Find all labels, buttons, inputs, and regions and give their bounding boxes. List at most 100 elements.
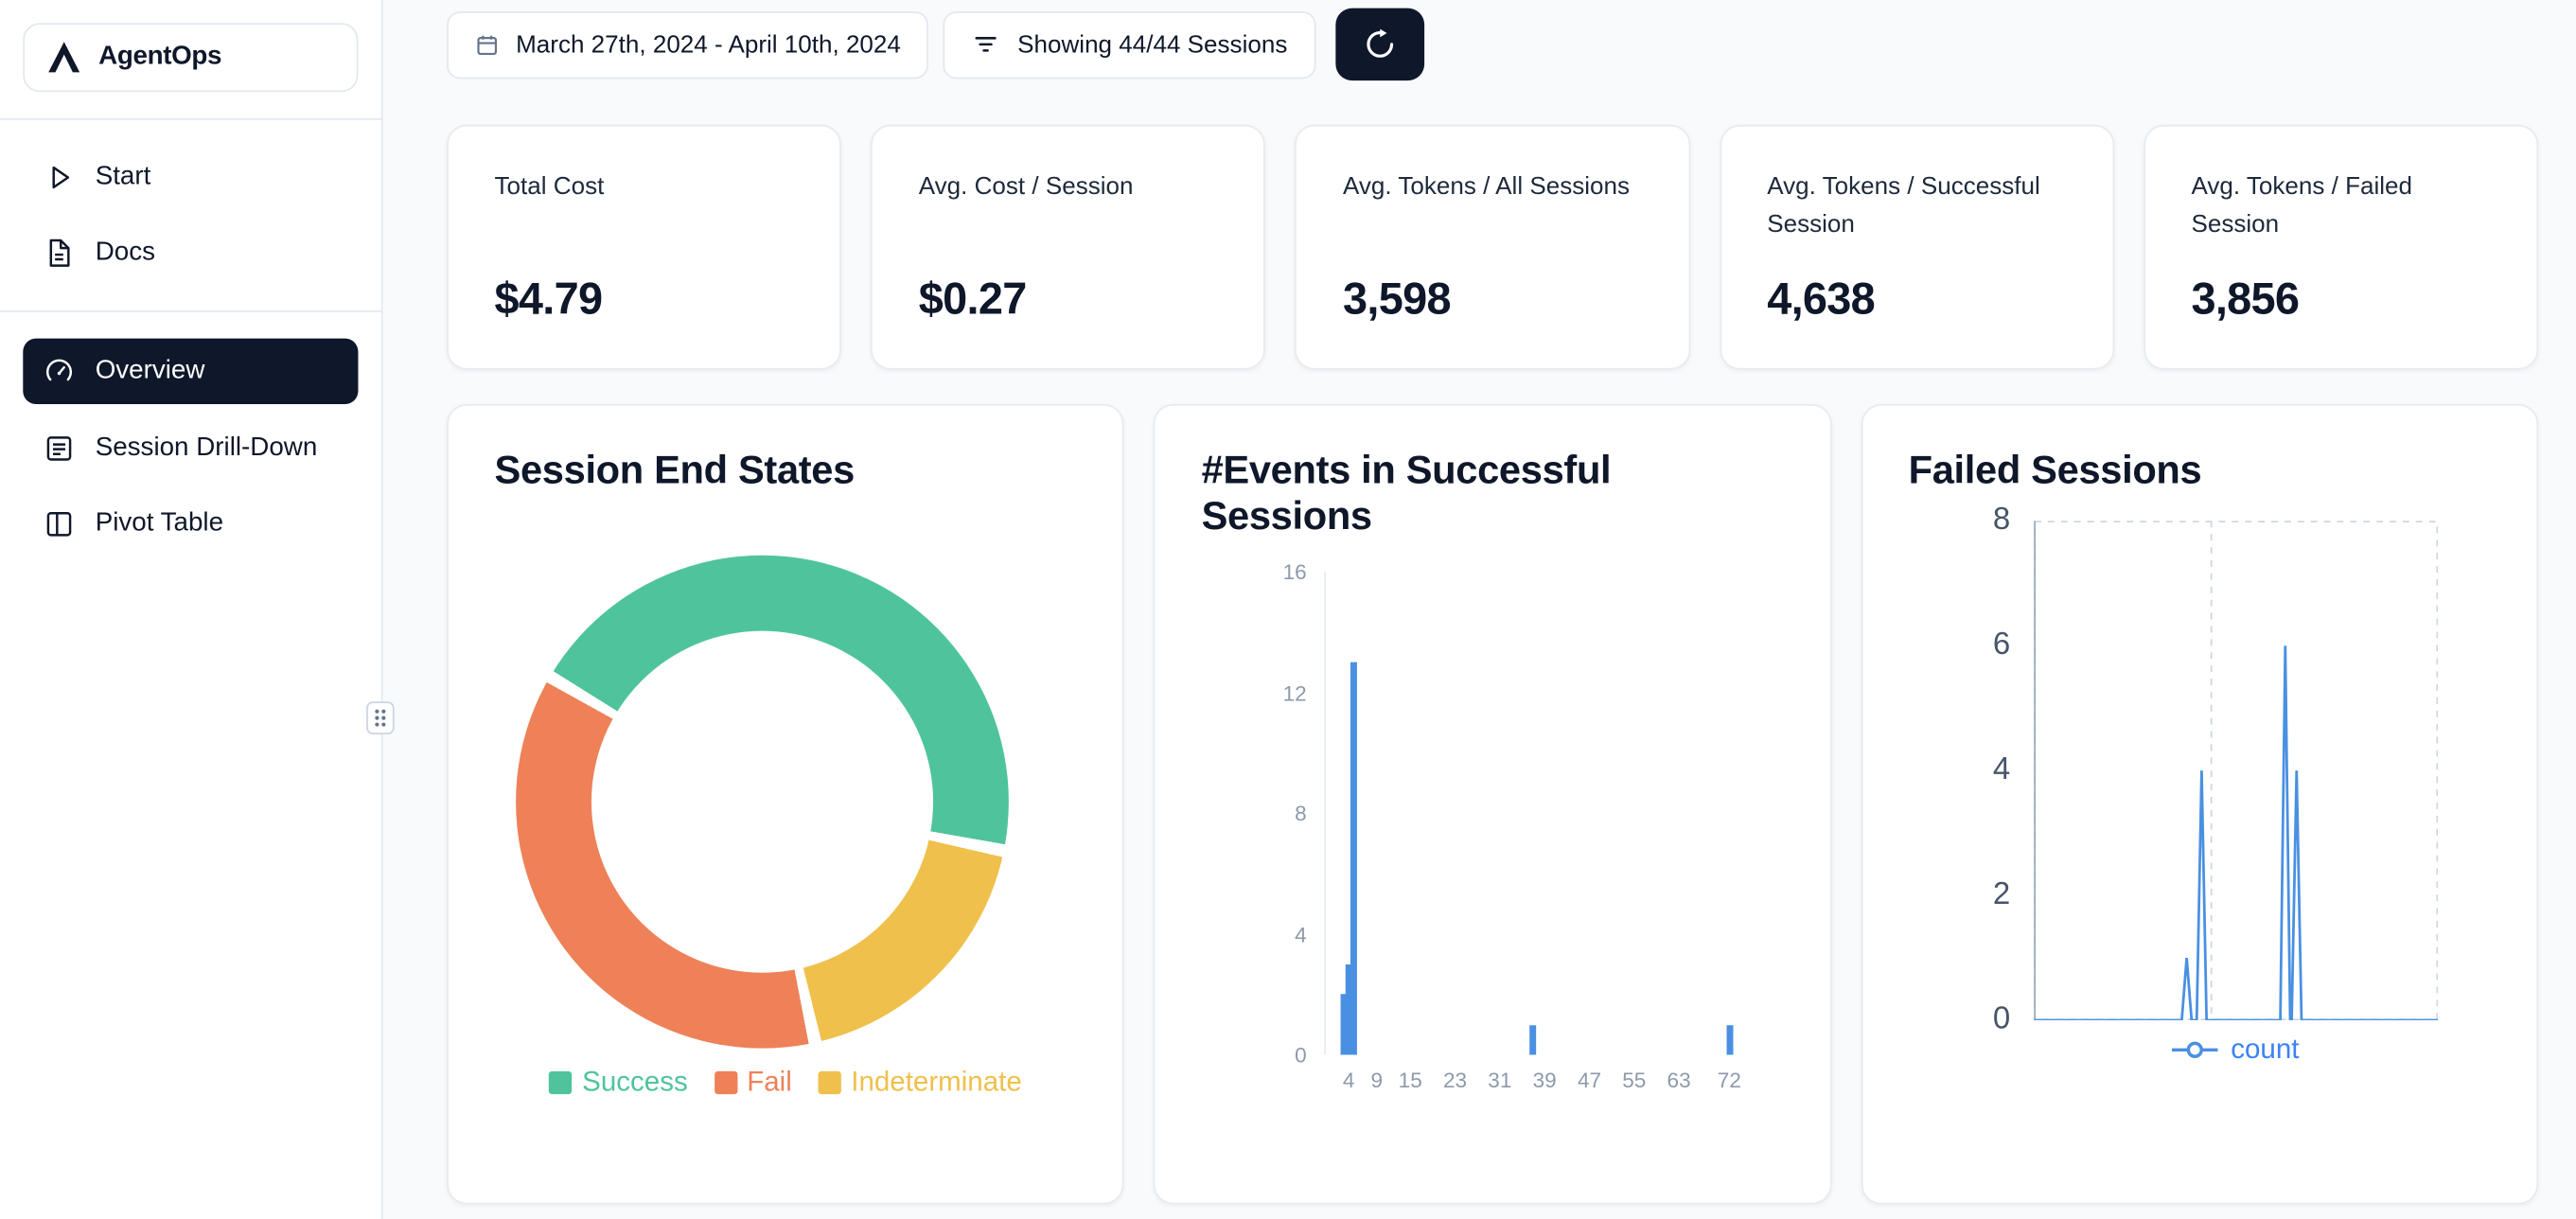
x-tick-label: 55 <box>1622 1068 1647 1093</box>
sidebar-item-session-drill-down[interactable]: Session Drill-Down <box>23 417 358 480</box>
sidebar-item-start[interactable]: Start <box>23 147 358 209</box>
sidebar-item-label: Pivot Table <box>95 509 224 538</box>
legend-swatch <box>549 1070 573 1095</box>
count-legend-marker <box>2171 1041 2218 1058</box>
failed-sessions-plot[interactable]: 0 2 4 6 8 <box>1993 503 2438 1036</box>
stat-value: 4,638 <box>1767 274 1876 324</box>
y-tick-label: 8 <box>1295 801 1307 826</box>
sidebar-item-label: Docs <box>95 238 155 267</box>
date-range-label: March 27th, 2024 - April 10th, 2024 <box>516 30 901 59</box>
x-tick-label: 31 <box>1488 1068 1512 1093</box>
failed-sessions-legend[interactable]: count <box>2034 1034 2438 1067</box>
sidebar-item-docs[interactable]: Docs <box>23 221 358 284</box>
y-tick-label: 4 <box>1295 921 1307 946</box>
gauge-icon <box>43 355 76 388</box>
stat-value: 3,598 <box>1342 274 1452 324</box>
charts-row: Session End States Success Fail Indetermin… <box>447 404 2539 1205</box>
sidebar-nav-top: Start Docs <box>23 147 358 285</box>
sidebar: AgentOps Start Docs <box>0 0 395 1219</box>
y-tick-label: 4 <box>1992 752 2011 787</box>
document-icon <box>43 237 76 270</box>
table-icon <box>43 507 76 540</box>
main-content: March 27th, 2024 - April 10th, 2024 Show… <box>382 0 2576 1219</box>
x-tick-label: 47 <box>1577 1068 1602 1093</box>
failed-sessions-card: Failed Sessions 0 2 4 6 8 count <box>1861 404 2539 1205</box>
count-legend-label: count <box>2231 1033 2300 1065</box>
legend-label: Indeterminate <box>851 1066 1022 1098</box>
sidebar-item-pivot-table[interactable]: Pivot Table <box>23 493 358 556</box>
stat-card-total-cost: Total Cost $4.79 <box>447 124 842 370</box>
refresh-button[interactable] <box>1334 8 1424 81</box>
y-tick-label: 0 <box>1992 1001 2011 1037</box>
legend-label: Success <box>582 1066 688 1098</box>
sidebar-divider <box>0 117 381 120</box>
stat-label: Avg. Cost / Session <box>918 172 1134 201</box>
failed-sessions-svg <box>2033 521 2438 1021</box>
legend-item-indeterminate[interactable]: Indeterminate <box>818 1066 1022 1100</box>
y-tick-label: 16 <box>1282 559 1307 585</box>
stat-value: 3,856 <box>2191 274 2300 324</box>
stats-row: Total Cost $4.79 Avg. Cost / Session $0.… <box>447 124 2539 370</box>
sessions-filter-button[interactable]: Showing 44/44 Sessions <box>944 10 1315 79</box>
filter-icon <box>972 29 1001 59</box>
x-tick-label: 39 <box>1532 1068 1557 1093</box>
bar <box>1345 963 1352 1055</box>
legend-point <box>2186 1041 2203 1058</box>
stat-label: Avg. Tokens / All Sessions <box>1342 172 1631 201</box>
x-tick-label: 15 <box>1398 1068 1422 1093</box>
legend-item-success[interactable]: Success <box>549 1066 688 1100</box>
chart-title: #Events in Successful Sessions <box>1201 448 1612 539</box>
legend-swatch <box>818 1070 841 1095</box>
donut-hole <box>591 630 934 973</box>
sidebar-item-overview[interactable]: Overview <box>23 338 359 405</box>
date-range-button[interactable]: March 27th, 2024 - April 10th, 2024 <box>447 10 929 79</box>
stat-label: Avg. Tokens / Successful Session <box>1767 172 2040 238</box>
sidebar-divider <box>0 310 381 312</box>
y-tick-label: 6 <box>1992 627 2011 662</box>
refresh-icon <box>1363 28 1396 62</box>
toolbar: March 27th, 2024 - April 10th, 2024 Show… <box>447 8 2538 81</box>
legend-item-fail[interactable]: Fail <box>714 1066 792 1100</box>
sessions-filter-label: Showing 44/44 Sessions <box>1017 30 1288 59</box>
legend-label: Fail <box>747 1066 792 1098</box>
plot-border <box>2033 521 2438 1021</box>
x-tick-label: 72 <box>1717 1068 1741 1093</box>
stat-label: Total Cost <box>494 172 605 201</box>
x-tick-label: 4 <box>1342 1068 1355 1093</box>
events-bar-plot[interactable]: 0 4 8 12 16 4 9 15 23 31 39 47 55 63 72 <box>1283 559 1808 1092</box>
list-icon <box>43 433 76 466</box>
y-tick-label: 2 <box>1992 877 2011 912</box>
y-tick-label: 12 <box>1282 680 1307 705</box>
stat-value: $4.79 <box>494 274 604 324</box>
x-tick-label: 23 <box>1442 1068 1468 1093</box>
stat-card-avg-tokens-failed: Avg. Tokens / Failed Session 3,856 <box>2144 124 2539 370</box>
logo-box[interactable]: AgentOps <box>23 23 359 93</box>
stat-card-avg-cost-session: Avg. Cost / Session $0.27 <box>871 124 1266 370</box>
sidebar-resize-handle[interactable] <box>366 701 395 734</box>
bar <box>1529 1024 1537 1055</box>
app-title: AgentOps <box>98 43 222 71</box>
stat-card-avg-tokens-all: Avg. Tokens / All Sessions 3,598 <box>1295 124 1690 370</box>
stat-value: $0.27 <box>918 274 1028 324</box>
count-line <box>2033 645 2438 1021</box>
x-tick-label: 9 <box>1370 1068 1384 1093</box>
sidebar-nav-main: Overview Session Drill-Down Pivot Table <box>23 338 359 556</box>
chart-title: Failed Sessions <box>1908 448 2202 493</box>
calendar-icon <box>475 32 500 57</box>
stat-card-avg-tokens-successful: Avg. Tokens / Successful Session 4,638 <box>1719 124 2114 370</box>
y-tick-label: 0 <box>1295 1042 1307 1068</box>
agentops-logo-icon <box>44 38 84 78</box>
play-icon <box>43 161 76 194</box>
drag-dots-icon <box>375 709 386 727</box>
x-tick-label: 63 <box>1667 1068 1691 1093</box>
bar <box>1725 1024 1733 1055</box>
sidebar-item-label: Overview <box>95 356 205 385</box>
sidebar-item-label: Start <box>95 162 151 191</box>
stat-label: Avg. Tokens / Failed Session <box>2191 172 2413 238</box>
session-end-states-legend: Success Fail Indeterminate <box>449 1067 1122 1100</box>
bar <box>1339 994 1347 1055</box>
session-end-states-donut-wrap <box>516 555 1009 1049</box>
chart-title: Session End States <box>494 448 856 493</box>
